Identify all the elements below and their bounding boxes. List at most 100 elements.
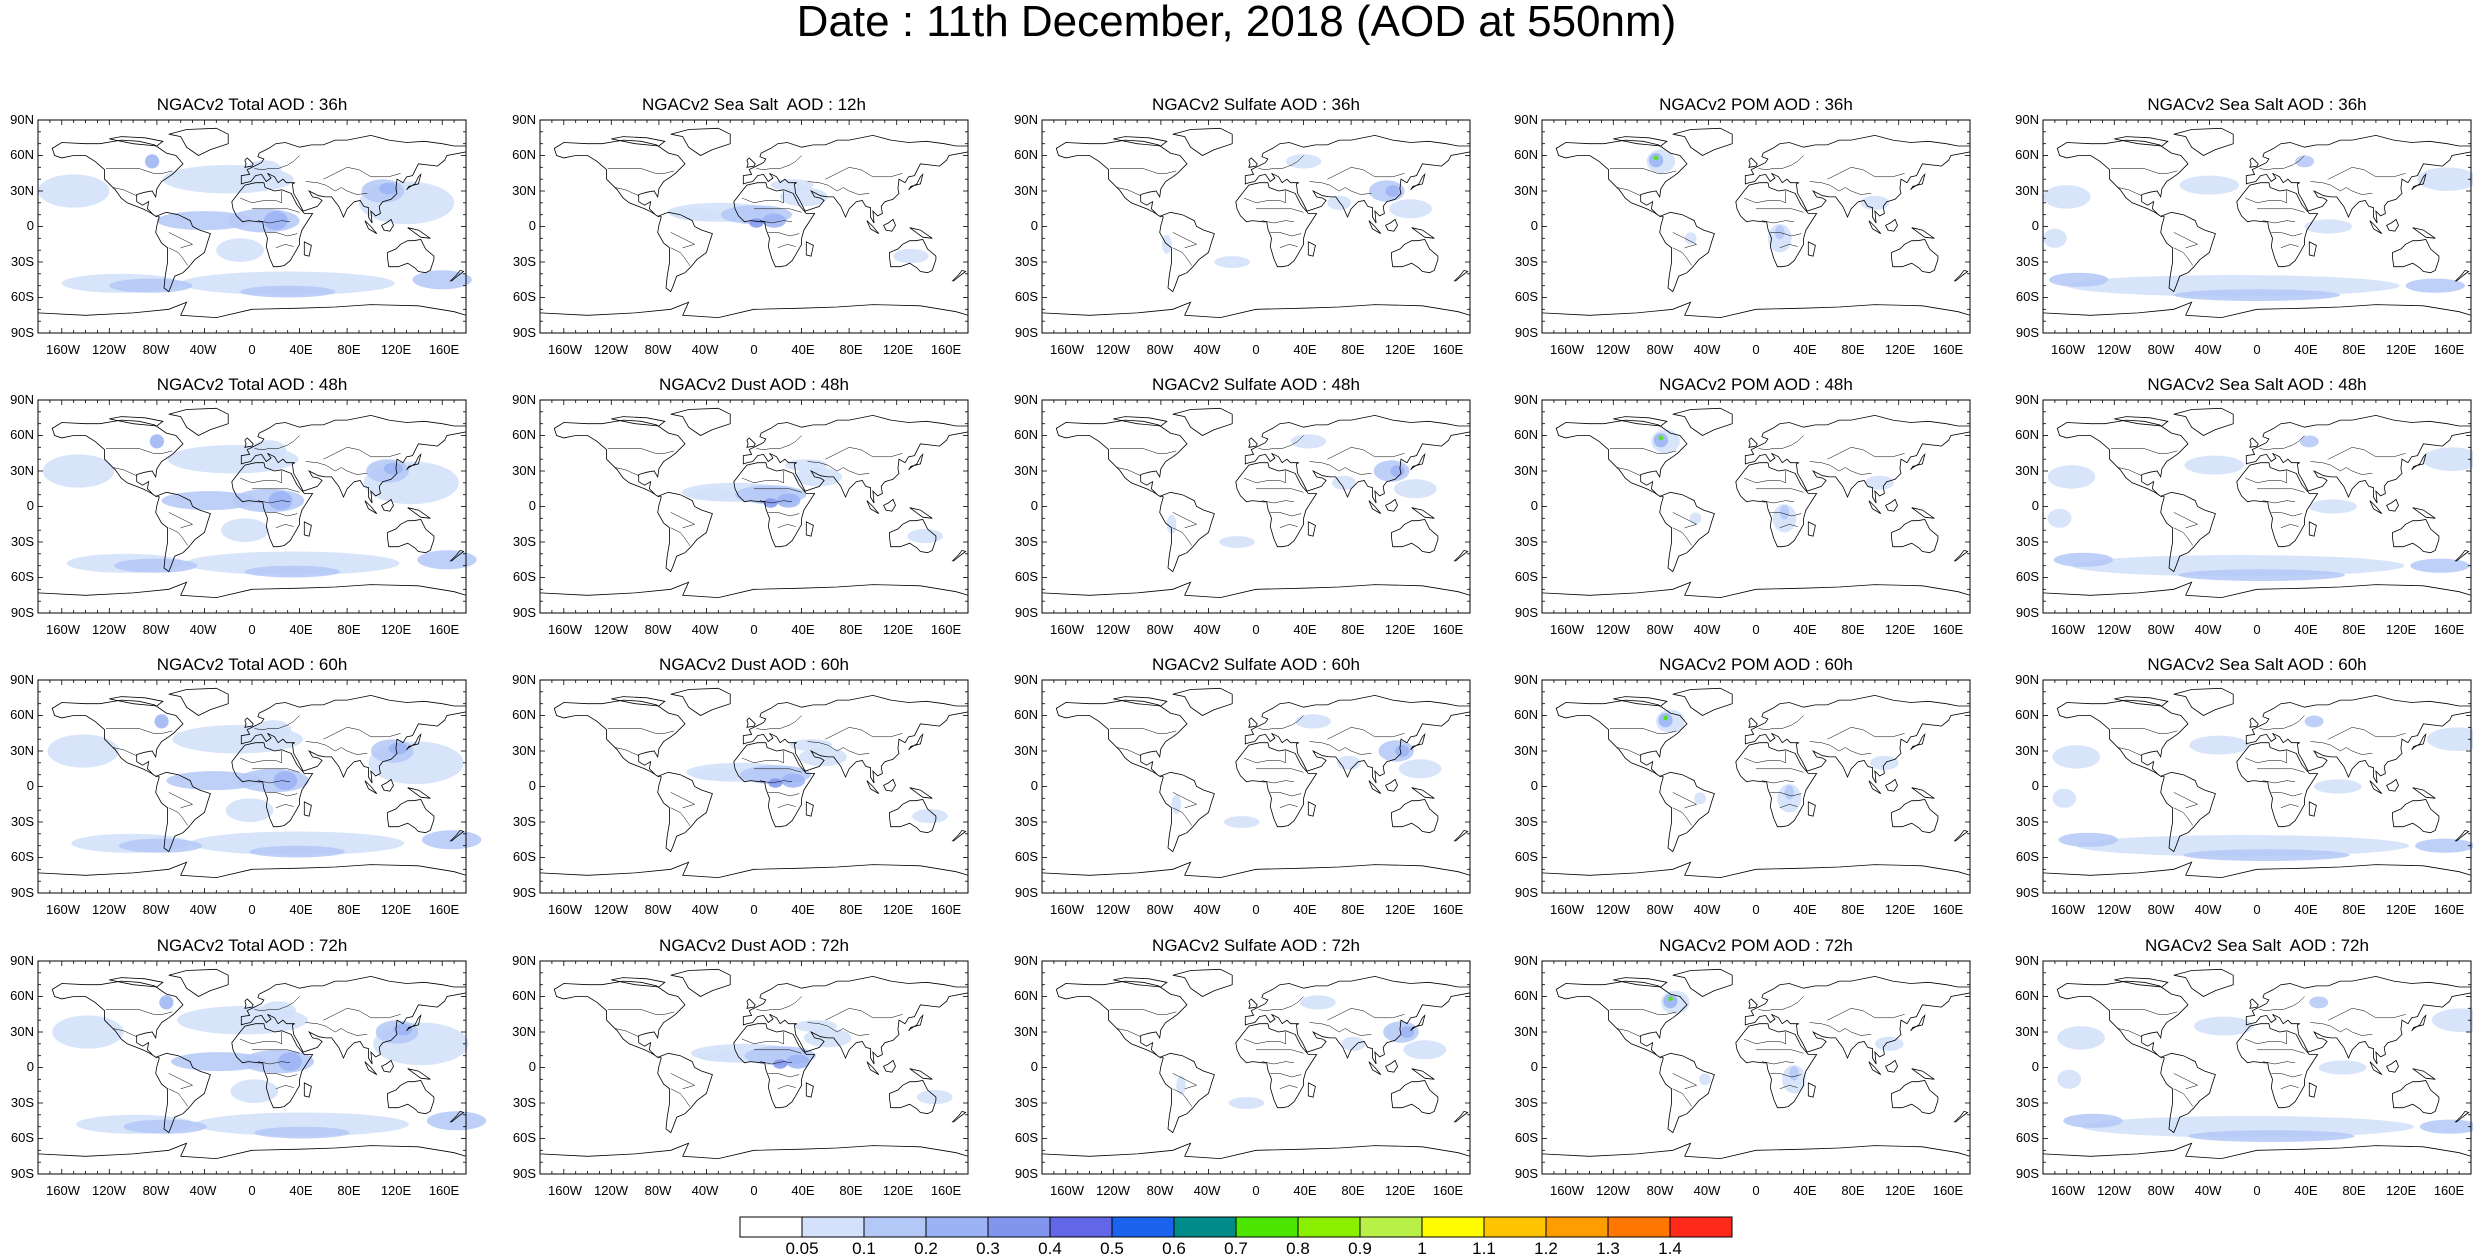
lon-tick-label: 120E bbox=[2385, 342, 2417, 357]
world-map bbox=[37, 960, 487, 1175]
map-border bbox=[1041, 960, 1471, 1175]
aod-plume bbox=[1219, 536, 1255, 548]
lat-tick-label: 30N bbox=[512, 1024, 536, 1039]
lat-tick-label: 30S bbox=[1514, 1095, 1538, 1110]
lat-tick-label: 60S bbox=[2015, 569, 2039, 584]
lat-tick-label: 90S bbox=[2015, 1166, 2039, 1181]
aod-plume bbox=[1668, 996, 1673, 1002]
country-border bbox=[1172, 512, 1198, 529]
country-border bbox=[1756, 488, 1804, 493]
lon-tick-label: 120E bbox=[882, 902, 914, 917]
coastline bbox=[2411, 733, 2427, 751]
lon-tick-label: 0 bbox=[2253, 1183, 2261, 1198]
aod-plume bbox=[1870, 755, 1899, 770]
aod-plume bbox=[244, 565, 340, 578]
lat-tick-label: 30N bbox=[10, 743, 34, 758]
world-map bbox=[539, 679, 969, 894]
lat-tick-label: 30N bbox=[2015, 183, 2039, 198]
coastline bbox=[1113, 696, 1168, 707]
country-border bbox=[2328, 447, 2406, 460]
lon-tick-label: 160E bbox=[2433, 342, 2465, 357]
lon-tick-label: 80E bbox=[839, 622, 863, 637]
coastline bbox=[539, 581, 969, 599]
lon-tick-label: 160E bbox=[930, 1183, 962, 1198]
coastline bbox=[1159, 211, 1215, 293]
lon-tick-label: 40E bbox=[1793, 622, 1817, 637]
coastline bbox=[1885, 1059, 1898, 1073]
lat-tick-label: 90S bbox=[10, 1166, 34, 1181]
aod-plume bbox=[780, 187, 828, 207]
lon-tick-label: 0 bbox=[1252, 1183, 1260, 1198]
colorbar-label: 1.1 bbox=[1472, 1239, 1496, 1258]
aod-plume bbox=[1228, 1097, 1265, 1109]
colorbar-swatch bbox=[1483, 1216, 1547, 1238]
country-border bbox=[1256, 208, 1304, 213]
country-border bbox=[777, 524, 796, 529]
coastline bbox=[168, 968, 229, 997]
world-map bbox=[1041, 399, 1471, 614]
aod-plume bbox=[2052, 788, 2077, 808]
country-border bbox=[825, 727, 903, 740]
country-border bbox=[777, 804, 796, 809]
country-border bbox=[1756, 768, 1804, 773]
coastline bbox=[1735, 462, 1818, 548]
colorbar-label: 1.2 bbox=[1534, 1239, 1558, 1258]
coastline bbox=[2412, 507, 2436, 519]
lat-tick-label: 90N bbox=[10, 672, 34, 687]
colorbar-swatch bbox=[1359, 1216, 1423, 1238]
lon-tick-label: 80E bbox=[337, 902, 361, 917]
aod-plume bbox=[379, 182, 399, 195]
lat-tick-label: 60S bbox=[1014, 849, 1038, 864]
coastline bbox=[1410, 1014, 1426, 1032]
lon-tick-label: 80W bbox=[1646, 1183, 1674, 1198]
country-border bbox=[1616, 467, 1641, 476]
lat-tick-label: 90S bbox=[10, 605, 34, 620]
lon-tick-label: 40E bbox=[1293, 622, 1317, 637]
country-border bbox=[759, 1061, 793, 1065]
lat-tick-label: 0 bbox=[528, 218, 536, 233]
aod-plume bbox=[2309, 499, 2357, 514]
lon-tick-label: 160W bbox=[2051, 1183, 2085, 1198]
country-border bbox=[2173, 247, 2194, 266]
colorbar-label: 0.1 bbox=[852, 1239, 876, 1258]
aod-plume bbox=[776, 493, 801, 508]
panel-title: NGACv2 Sea Salt AOD : 72h bbox=[2145, 936, 2369, 955]
coastline bbox=[889, 239, 937, 274]
lon-tick-label: 40W bbox=[2194, 622, 2222, 637]
coastline bbox=[449, 549, 465, 562]
coastline bbox=[746, 157, 756, 168]
coastline bbox=[2392, 239, 2440, 274]
lon-tick-label: 160W bbox=[548, 342, 582, 357]
lat-tick-label: 30S bbox=[1014, 254, 1038, 269]
aod-plume bbox=[2057, 1069, 2082, 1089]
coastline bbox=[746, 717, 756, 728]
coastline bbox=[37, 861, 467, 879]
coastline bbox=[1410, 173, 1426, 191]
country-border bbox=[1758, 715, 1804, 730]
map-panel-sulfate-72h bbox=[1041, 960, 1471, 1175]
lat-tick-label: 60N bbox=[2015, 147, 2039, 162]
coastline bbox=[2173, 968, 2234, 997]
aod-plume bbox=[47, 734, 119, 768]
lon-tick-label: 40W bbox=[691, 622, 719, 637]
country-border bbox=[257, 500, 291, 504]
aod-plume bbox=[2052, 745, 2101, 769]
lon-tick-label: 120W bbox=[92, 1183, 126, 1198]
coastline bbox=[1391, 799, 1439, 834]
coastline bbox=[2386, 498, 2399, 512]
country-border bbox=[768, 792, 800, 797]
lon-tick-label: 160E bbox=[1432, 342, 1464, 357]
coastline bbox=[1868, 220, 1882, 234]
coastline bbox=[2249, 437, 2259, 448]
lon-tick-label: 120W bbox=[1096, 1183, 1130, 1198]
country-border bbox=[1672, 807, 1693, 826]
coastline bbox=[1868, 500, 1882, 514]
lat-tick-label: 90N bbox=[1514, 953, 1538, 968]
lon-tick-label: 120E bbox=[882, 622, 914, 637]
lon-tick-label: 160W bbox=[46, 1183, 80, 1198]
aod-plume bbox=[171, 1052, 267, 1072]
aod-plume bbox=[781, 773, 806, 788]
country-border bbox=[1109, 168, 1177, 174]
panel-title: NGACv2 POM AOD : 72h bbox=[1659, 936, 1853, 955]
coastline bbox=[406, 1014, 422, 1032]
